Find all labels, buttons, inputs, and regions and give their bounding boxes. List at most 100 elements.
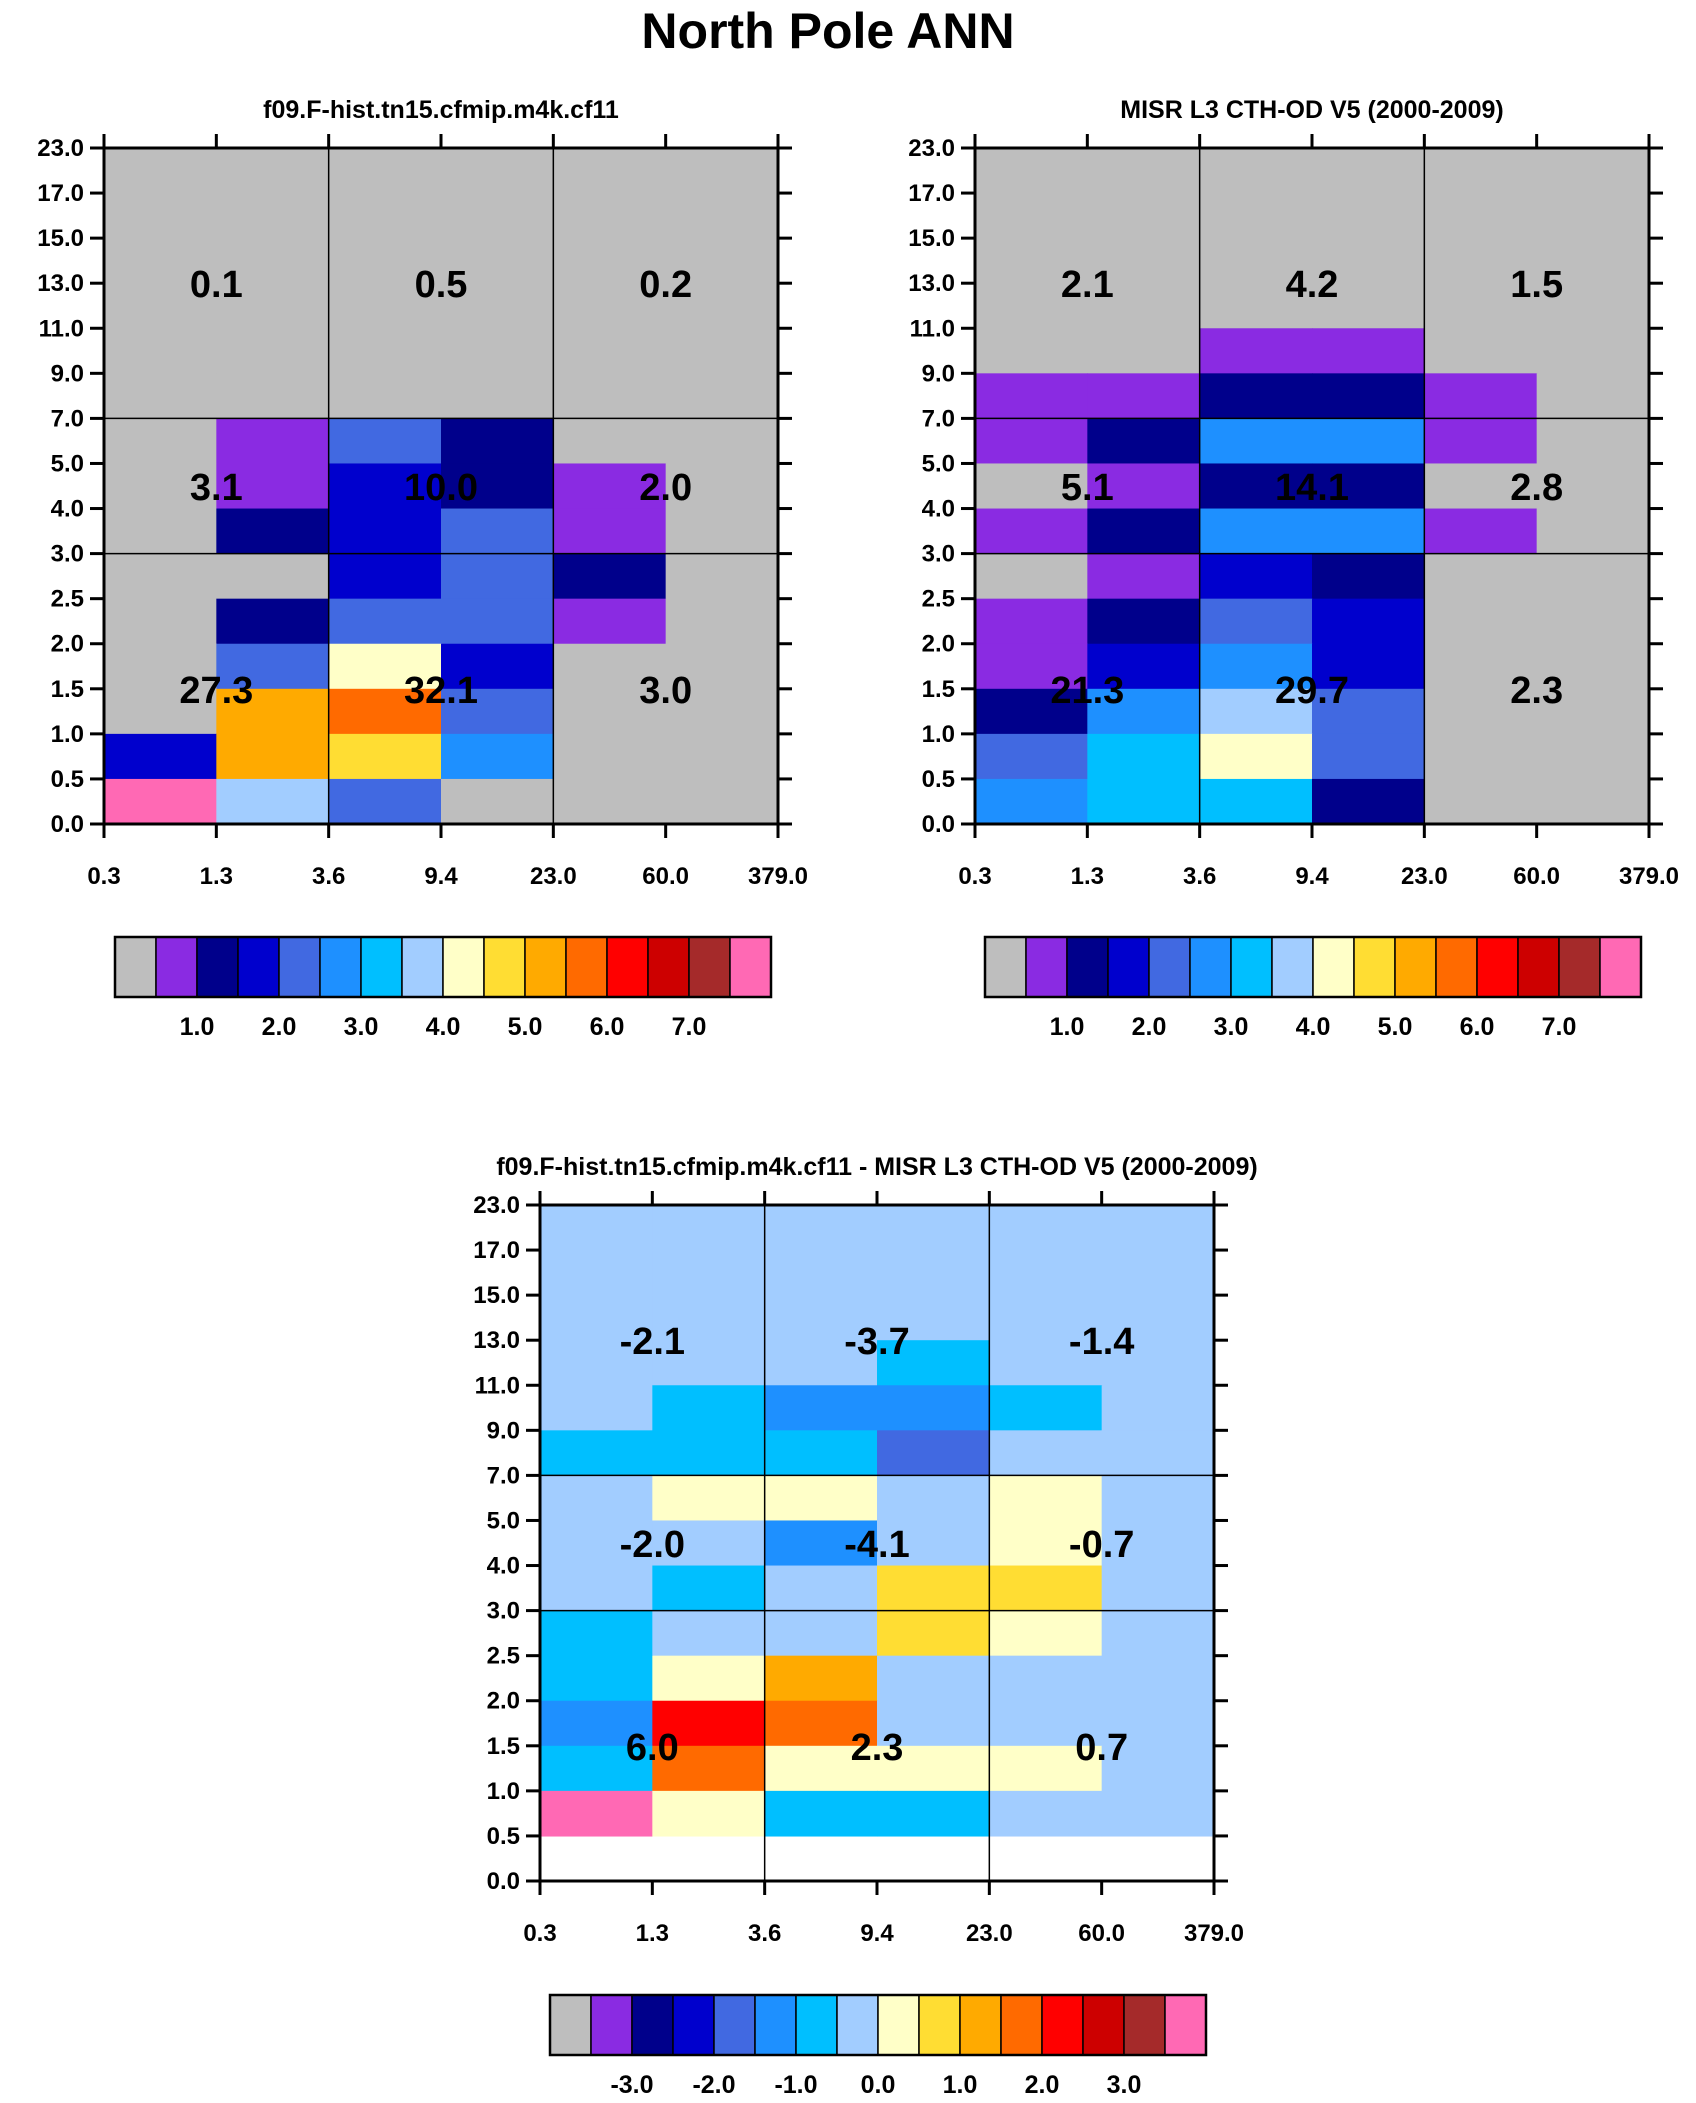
heatmap-cell [764, 1250, 878, 1296]
colorbar-swatch [1558, 936, 1601, 998]
heatmap-cell [975, 148, 1088, 194]
panel-title: MISR L3 CTH-OD V5 (2000-2009) [1120, 96, 1503, 124]
y-tick-label: 23.0 [37, 135, 84, 162]
heatmap-cell [1199, 193, 1313, 239]
heatmap-cell [1101, 1655, 1215, 1702]
heatmap-cell [104, 643, 217, 690]
heatmap-cell [216, 418, 330, 465]
heatmap-cell [328, 598, 442, 645]
y-tick-label: 13.0 [473, 1327, 520, 1354]
heatmap-cell [328, 463, 442, 510]
y-tick-label: 1.0 [922, 721, 955, 748]
heatmap-cell [652, 1520, 766, 1567]
heatmap-cell [553, 643, 667, 690]
colorbar-label: 1.0 [943, 2071, 978, 2099]
colorbar-swatch [1230, 936, 1273, 998]
heatmap-cell [1536, 598, 1650, 645]
heatmap-cell [1087, 643, 1201, 690]
colorbar-swatch [1123, 1994, 1166, 2056]
heatmap-cell [1424, 463, 1538, 510]
heatmap-cell [328, 553, 442, 600]
heatmap-cell [1536, 778, 1650, 825]
heatmap-cell [1536, 688, 1650, 735]
y-tick-label: 2.5 [51, 586, 84, 613]
colorbar-swatch [795, 1994, 838, 2056]
heatmap-cell [1199, 553, 1313, 600]
heatmap-cell [1101, 1745, 1215, 1792]
heatmap-cell [877, 1250, 990, 1296]
heatmap-cell [441, 508, 554, 555]
y-tick-label: 7.0 [51, 405, 84, 432]
heatmap-cell [104, 373, 217, 419]
heatmap-cell [1312, 688, 1425, 735]
heatmap-cell [553, 688, 667, 735]
y-tick-label: 4.0 [51, 496, 84, 523]
colorbar-swatch [606, 936, 649, 998]
colorbar-swatch [549, 1994, 592, 2056]
heatmap-cell [665, 148, 779, 194]
y-tick-label: 0.0 [922, 811, 955, 838]
heatmap-cell [1087, 733, 1201, 780]
heatmap-cell [553, 418, 667, 465]
heatmap-cell [553, 283, 667, 329]
group-value-label: 27.3 [179, 670, 253, 712]
colorbar-swatch [672, 1994, 715, 2056]
heatmap-cell [975, 778, 1088, 825]
heatmap-cell [1424, 508, 1538, 555]
heatmap-cell [216, 508, 330, 555]
heatmap-cell [1199, 373, 1313, 419]
heatmap-cell [441, 778, 554, 825]
heatmap-cell [989, 1385, 1103, 1431]
colorbar-swatch [1164, 1994, 1207, 2056]
y-tick-label: 13.0 [37, 270, 84, 297]
colorbar-frame [983, 935, 1643, 999]
heatmap-cell [1312, 778, 1425, 825]
heatmap-cell [1424, 688, 1538, 735]
colorbar-swatch [1435, 936, 1478, 998]
heatmap-cell [764, 1295, 878, 1341]
colorbar-label: 7.0 [1542, 1013, 1577, 1041]
heatmap-cell [328, 418, 442, 465]
x-tick-label: 0.3 [523, 1920, 556, 1947]
colorbar-swatch [590, 1994, 633, 2056]
heatmap-cell [975, 688, 1088, 735]
heatmap-cell [652, 1295, 766, 1341]
heatmap-cell [975, 193, 1088, 239]
colorbar-swatch [278, 936, 321, 998]
colorbar-frame [548, 1993, 1208, 2057]
heatmap-cell [877, 1475, 990, 1522]
heatmap-cell [104, 598, 217, 645]
heatmap-cell [989, 1205, 1103, 1251]
y-tick-label: 9.0 [487, 1417, 520, 1444]
group-value-label: 14.1 [1275, 467, 1349, 509]
colorbar-label: -2.0 [692, 2071, 735, 2099]
heatmap-cell [652, 1205, 766, 1251]
heatmap-cell [1087, 508, 1201, 555]
colorbar-swatch [1066, 936, 1109, 998]
x-tick-label: 1.3 [200, 863, 233, 890]
heatmap-cell [1312, 193, 1425, 239]
y-tick-label: 15.0 [908, 225, 955, 252]
heatmap-cell [1199, 283, 1313, 329]
group-value-label: -2.0 [620, 1524, 685, 1566]
colorbar-label: 2.0 [1132, 1013, 1167, 1041]
heatmap-cell [540, 1610, 653, 1657]
heatmap-cell [216, 283, 330, 329]
heatmap-cell [877, 1610, 990, 1657]
heatmap-cell [665, 643, 779, 690]
heatmap-cell [877, 1430, 990, 1476]
heatmap-cell [104, 328, 217, 374]
colorbar-label: 5.0 [1378, 1013, 1413, 1041]
heatmap-cell [1424, 733, 1538, 780]
heatmap-cell [441, 463, 554, 510]
heatmap-cell [328, 148, 442, 194]
heatmap-cell [553, 778, 667, 825]
y-tick-label: 11.0 [39, 315, 84, 342]
heatmap-cell [441, 148, 554, 194]
group-value-label: 2.3 [851, 1727, 904, 1769]
heatmap-cell [975, 598, 1088, 645]
heatmap-cell [328, 373, 442, 419]
colorbar-swatch [647, 936, 690, 998]
heatmap-cell [1424, 148, 1538, 194]
